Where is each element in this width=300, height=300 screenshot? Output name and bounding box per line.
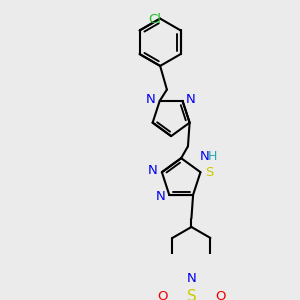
Text: N: N xyxy=(186,93,196,106)
Text: N: N xyxy=(155,190,165,203)
Text: N: N xyxy=(146,93,155,106)
Text: H: H xyxy=(208,150,218,163)
Text: Cl: Cl xyxy=(148,13,161,26)
Text: O: O xyxy=(215,290,226,300)
Text: S: S xyxy=(187,289,196,300)
Text: N: N xyxy=(148,164,158,177)
Text: N: N xyxy=(187,272,196,285)
Text: N: N xyxy=(200,150,209,163)
Text: S: S xyxy=(205,166,213,179)
Text: O: O xyxy=(157,290,168,300)
